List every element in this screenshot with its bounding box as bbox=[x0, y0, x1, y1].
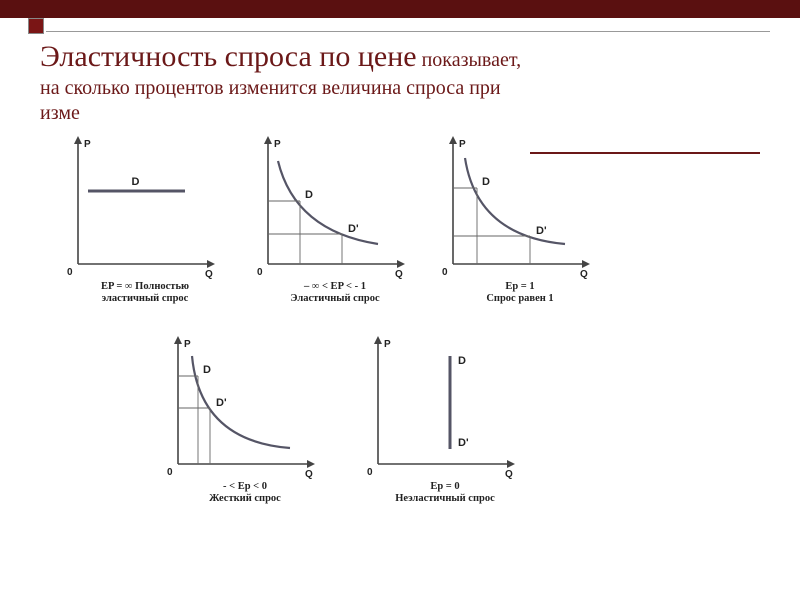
chart-inelastic-caption: - < Ep < 0 Жесткий спрос bbox=[160, 481, 330, 505]
svg-text:P: P bbox=[84, 139, 91, 150]
charts-area: 0 Q P D EP = ∞ Полностью эластичный спро… bbox=[40, 126, 760, 546]
svg-text:D': D' bbox=[536, 225, 547, 237]
chart-perfectly-inelastic-caption: Ep = 0 Неэластичный спрос bbox=[360, 481, 530, 505]
title-main: Эластичность спроса по цене bbox=[40, 40, 417, 73]
svg-text:D: D bbox=[203, 364, 211, 376]
slide-title: Эластичность спроса по цене показывает, … bbox=[40, 38, 760, 126]
chart-elastic: 0 Q P D D' – ∞ < EP < - 1 Эластичный спро… bbox=[250, 136, 420, 305]
accent-rule bbox=[46, 28, 770, 32]
svg-text:0: 0 bbox=[367, 467, 373, 478]
title-sub-inline: показывает, bbox=[417, 49, 522, 71]
slide-top-bar bbox=[0, 0, 800, 18]
chart-perfectly-elastic-caption: EP = ∞ Полностью эластичный спрос bbox=[60, 281, 230, 305]
svg-text:P: P bbox=[384, 339, 391, 350]
svg-text:0: 0 bbox=[167, 467, 173, 478]
chart-elastic-svg: 0 Q P D D' bbox=[250, 136, 405, 281]
svg-text:0: 0 bbox=[442, 267, 448, 278]
svg-text:P: P bbox=[184, 339, 191, 350]
svg-text:D': D' bbox=[216, 397, 227, 409]
svg-text:D: D bbox=[458, 355, 466, 367]
svg-text:P: P bbox=[459, 139, 466, 150]
svg-text:D': D' bbox=[458, 437, 469, 449]
svg-text:D: D bbox=[482, 176, 490, 188]
svg-text:Q: Q bbox=[205, 269, 213, 280]
svg-text:D: D bbox=[132, 176, 140, 188]
svg-text:0: 0 bbox=[257, 267, 263, 278]
chart-unit-svg: 0 Q P D D' bbox=[435, 136, 590, 281]
title-sub-line2: на сколько процентов изменится величина … bbox=[40, 77, 501, 99]
chart-perfectly-inelastic: 0 Q P D D' Ep = 0 Неэластичный спрос bbox=[360, 336, 530, 505]
chart-inelastic-svg: 0 Q P D D' bbox=[160, 336, 315, 481]
svg-text:Q: Q bbox=[305, 469, 313, 480]
svg-text:P: P bbox=[274, 139, 281, 150]
chart-perfectly-elastic: 0 Q P D EP = ∞ Полностью эластичный спро… bbox=[60, 136, 230, 305]
chart-unit: 0 Q P D D' Ep = 1 Спрос равен 1 bbox=[435, 136, 605, 305]
chart-elastic-caption: – ∞ < EP < - 1 Эластичный спрос bbox=[250, 281, 420, 305]
svg-text:Q: Q bbox=[580, 269, 588, 280]
chart-inelastic: 0 Q P D D' - < Ep < 0 Жесткий спрос bbox=[160, 336, 330, 505]
svg-text:D: D bbox=[305, 189, 313, 201]
svg-text:0: 0 bbox=[67, 267, 73, 278]
chart-perfectly-elastic-svg: 0 Q P D bbox=[60, 136, 215, 281]
title-sub-line3: изме bbox=[40, 102, 80, 124]
accent-square bbox=[28, 18, 44, 34]
svg-text:Q: Q bbox=[395, 269, 403, 280]
slide-accent-row bbox=[0, 18, 800, 32]
chart-perfectly-inelastic-svg: 0 Q P D D' bbox=[360, 336, 515, 481]
svg-text:D': D' bbox=[348, 223, 359, 235]
chart-unit-caption: Ep = 1 Спрос равен 1 bbox=[435, 281, 605, 305]
svg-text:Q: Q bbox=[505, 469, 513, 480]
